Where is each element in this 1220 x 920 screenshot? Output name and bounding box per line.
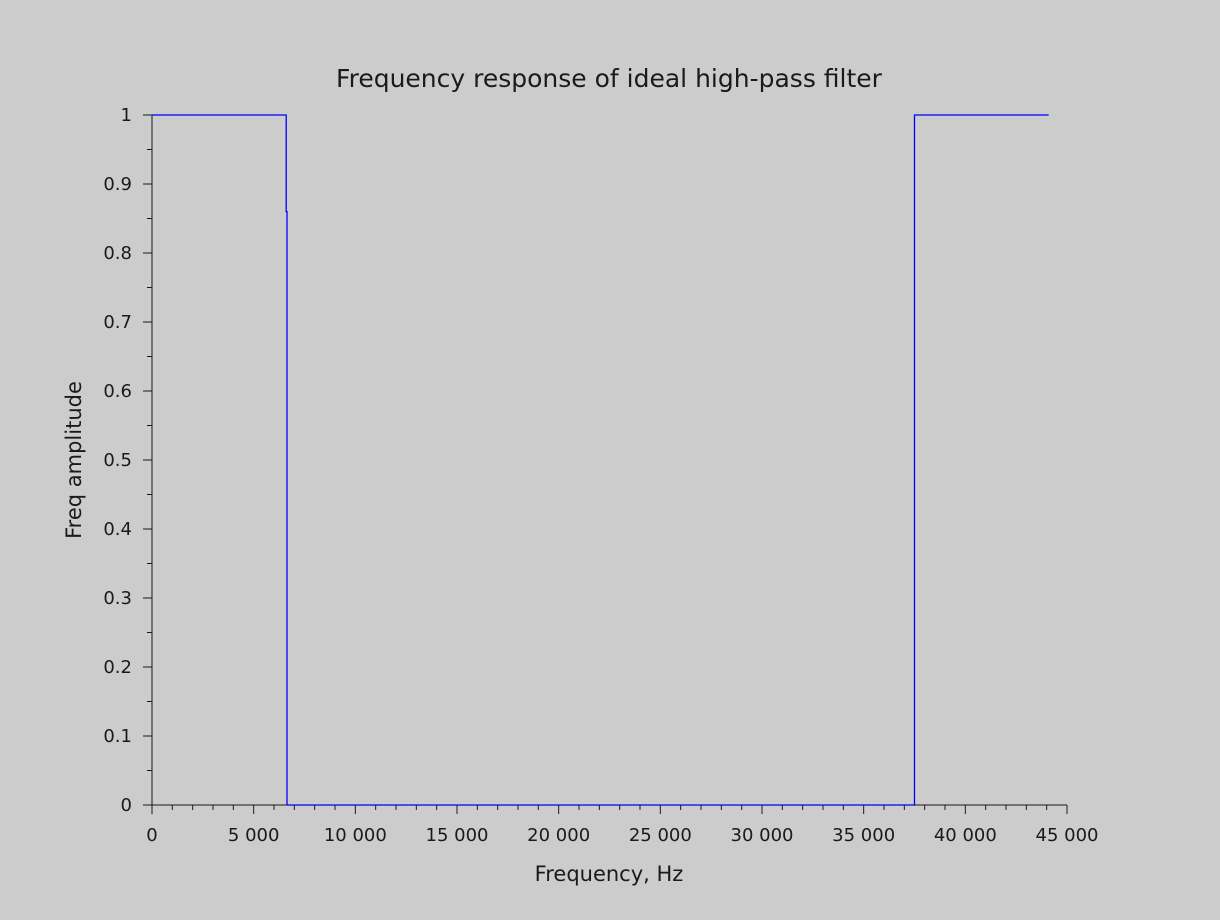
x-tick-label: 20 000 [527, 825, 590, 846]
x-axis-label: Frequency, Hz [535, 862, 684, 886]
x-tick-label: 10 000 [324, 825, 387, 846]
series-group [152, 114, 1049, 806]
x-tick-label: 25 000 [629, 825, 692, 846]
x-tick-label: 0 [146, 825, 157, 846]
y-axis-label: Freq amplitude [62, 381, 86, 539]
x-axis: 0 5 000 10 000 15 000 20 000 25 000 30 000 35 0… [146, 804, 1099, 846]
x-tick-label: 40 000 [934, 825, 997, 846]
y-tick-label: 1 [121, 105, 132, 126]
chart-title: Frequency response of ideal high-pass fi… [336, 64, 883, 93]
y-tick-label: 0.9 [103, 174, 132, 195]
y-tick-label: 0.3 [103, 588, 132, 609]
y-tick-label: 0.8 [103, 243, 132, 264]
x-tick-label: 30 000 [731, 825, 794, 846]
x-tick-label: 35 000 [832, 825, 895, 846]
y-tick-label: 0 [121, 795, 132, 816]
x-tick-label: 15 000 [426, 825, 489, 846]
x-tick-label: 45 000 [1036, 825, 1099, 846]
plot-area: 0 5 000 10 000 15 000 20 000 25 000 30 000 35 0… [103, 105, 1098, 846]
y-tick-label: 0.2 [103, 657, 132, 678]
y-axis: 0 0.1 0.2 0.3 0.4 0.5 0.6 0.7 0.8 0.9 1 [103, 105, 153, 816]
y-tick-label: 0.4 [103, 519, 132, 540]
y-tick-label: 0.7 [103, 312, 132, 333]
x-tick-label: 5 000 [228, 825, 280, 846]
series-line-1 [152, 114, 1049, 806]
y-tick-label: 0.5 [103, 450, 132, 471]
y-tick-label: 0.6 [103, 381, 132, 402]
y-tick-label: 0.1 [103, 726, 132, 747]
